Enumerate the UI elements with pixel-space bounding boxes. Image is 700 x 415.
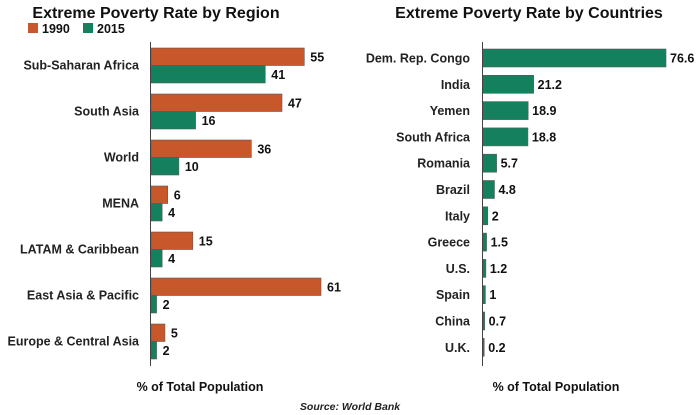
value-label-2015-east-asia-pacific: 2	[163, 298, 170, 312]
value-label-u-s: 1.2	[490, 262, 507, 276]
value-label-south-africa: 18.8	[532, 130, 556, 144]
country-chart-title: Extreme Poverty Rate by Countries	[395, 5, 663, 22]
region-category-label-south-asia: South Asia	[74, 105, 140, 119]
value-label-italy: 2	[492, 209, 499, 223]
country-category-label-yemen: Yemen	[430, 104, 470, 118]
region-category-label-mena: MENA	[102, 197, 139, 211]
legend-swatch-1990	[28, 23, 38, 33]
bar-1990-europe-central-asia	[150, 323, 166, 342]
legend-swatch-2015	[83, 23, 93, 33]
region-category-label-sub-saharan-africa: Sub-Saharan Africa	[23, 59, 140, 73]
source-note: Source: World Bank	[300, 401, 401, 413]
value-label-1990-south-asia: 47	[288, 96, 302, 110]
value-label-romania: 5.7	[501, 157, 518, 171]
legend-label-1990: 1990	[42, 22, 70, 36]
bar-china	[482, 311, 485, 331]
bar-u-s	[482, 259, 487, 278]
bar-2015-world	[150, 157, 180, 176]
country-category-label-india: India	[441, 78, 471, 92]
region-chart-title: Extreme Poverty Rate by Region	[32, 5, 279, 22]
country-category-label-u-s: U.S.	[446, 262, 470, 276]
bar-1990-mena	[150, 185, 169, 204]
value-label-2015-europe-central-asia: 2	[163, 344, 170, 358]
bar-1990-sub-saharan-africa	[150, 47, 305, 66]
value-label-yemen: 18.9	[532, 104, 556, 118]
bar-u-k	[482, 337, 485, 357]
value-label-1990-world: 36	[257, 142, 271, 156]
country-category-label-romania: Romania	[417, 157, 471, 171]
bar-2015-europe-central-asia	[150, 341, 157, 360]
region-category-label-latam-caribbean: LATAM & Caribbean	[20, 243, 139, 257]
bar-dem-rep-congo	[482, 48, 667, 68]
bar-south-africa	[482, 127, 529, 147]
bar-2015-sub-saharan-africa	[150, 65, 266, 84]
value-label-1990-latam-caribbean: 15	[199, 234, 213, 248]
value-label-1990-sub-saharan-africa: 55	[310, 50, 324, 64]
region-category-label-world: World	[104, 151, 139, 165]
bar-2015-latam-caribbean	[150, 249, 163, 268]
bar-2015-south-asia	[150, 111, 196, 130]
value-label-2015-world: 10	[185, 160, 199, 174]
value-label-1990-east-asia-pacific: 61	[327, 280, 341, 294]
value-label-china: 0.7	[489, 315, 506, 329]
region-chart-x-axis-label: % of Total Population	[137, 380, 264, 394]
bar-1990-latam-caribbean	[150, 231, 194, 250]
bar-1990-south-asia	[150, 93, 283, 112]
bar-1990-east-asia-pacific	[150, 277, 322, 296]
value-label-india: 21.2	[538, 78, 562, 92]
bar-romania	[482, 153, 497, 173]
value-label-dem-rep-congo: 76.6	[670, 52, 694, 66]
value-label-u-k: 0.2	[488, 341, 505, 355]
country-category-label-dem-rep-congo: Dem. Rep. Congo	[366, 52, 471, 66]
country-category-label-south-africa: South Africa	[396, 130, 471, 144]
value-label-2015-sub-saharan-africa: 41	[271, 68, 285, 82]
country-category-label-italy: Italy	[445, 209, 470, 223]
bar-india	[482, 75, 534, 94]
bar-brazil	[482, 180, 495, 199]
country-category-label-china: China	[435, 315, 471, 329]
value-label-2015-south-asia: 16	[202, 114, 216, 128]
bar-italy	[482, 206, 489, 226]
bar-2015-east-asia-pacific	[150, 295, 157, 314]
value-label-2015-mena: 4	[168, 206, 175, 220]
country-category-label-spain: Spain	[436, 288, 470, 302]
region-chart-plot: Sub-Saharan Africa 55 41 South Asia 47 16 Worl…	[7, 47, 341, 360]
legend-label-2015: 2015	[97, 22, 125, 36]
value-label-spain: 1	[489, 288, 496, 302]
region-category-label-europe-central-asia: Europe & Central Asia	[7, 335, 140, 349]
value-label-1990-mena: 6	[174, 188, 181, 202]
country-category-label-brazil: Brazil	[436, 183, 470, 197]
bar-2015-mena	[150, 203, 163, 222]
value-label-1990-europe-central-asia: 5	[171, 326, 178, 340]
value-label-2015-latam-caribbean: 4	[168, 252, 175, 266]
bar-greece	[482, 232, 487, 252]
bar-spain	[482, 285, 486, 305]
bar-yemen	[482, 101, 529, 120]
country-category-label-u-k: U.K.	[445, 341, 470, 355]
value-label-greece: 1.5	[491, 236, 508, 250]
country-category-label-greece: Greece	[428, 236, 470, 250]
region-category-label-east-asia-pacific: East Asia & Pacific	[27, 289, 139, 303]
bar-1990-world	[150, 139, 252, 158]
region-chart-legend: 1990 2015	[28, 22, 125, 36]
country-chart-x-axis-label: % of Total Population	[493, 380, 620, 394]
value-label-brazil: 4.8	[498, 183, 515, 197]
